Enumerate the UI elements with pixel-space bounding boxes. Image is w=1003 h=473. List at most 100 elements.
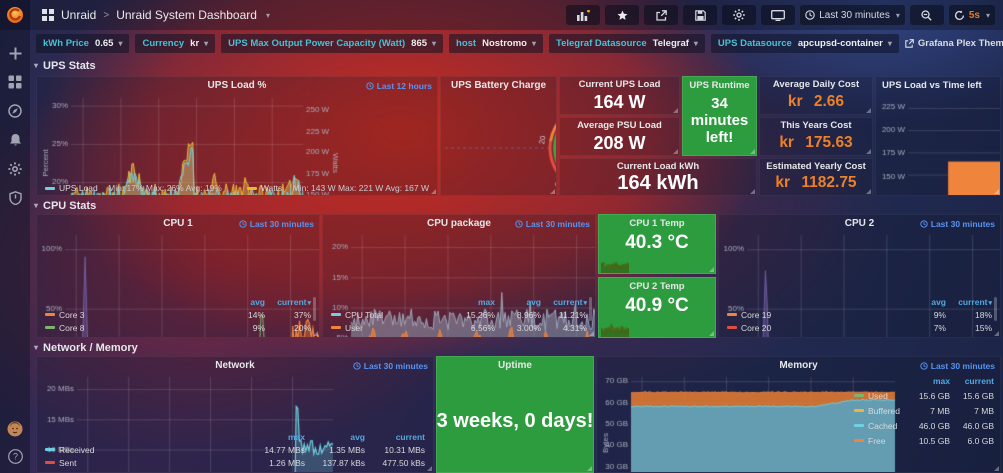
legend-col-current[interactable]: current: [395, 431, 425, 442]
sidebar-item-explore[interactable]: [6, 102, 24, 120]
memory-chart[interactable]: [599, 372, 899, 472]
legend-col-current[interactable]: current: [946, 297, 992, 307]
panel-title[interactable]: This Years Cost: [780, 120, 852, 131]
panel-title[interactable]: Memory: [779, 360, 818, 371]
panel-title[interactable]: CPU 2: [844, 218, 875, 229]
panel-title[interactable]: Average Daily Cost: [772, 79, 860, 90]
panel-title[interactable]: Uptime: [498, 360, 532, 371]
panel-title[interactable]: UPS Load vs Time left: [882, 80, 982, 91]
time-range-tag[interactable]: Last 30 minutes: [920, 361, 995, 371]
legend-col-max[interactable]: max: [287, 431, 305, 442]
add-panel-icon: [576, 9, 590, 21]
legend-col-current[interactable]: current: [541, 297, 587, 307]
legend-col-max[interactable]: max: [932, 375, 950, 386]
panel-cpu1: CPU 1 Last 30 minutes avg current Core 3…: [36, 214, 320, 338]
legend-col-max[interactable]: max: [477, 296, 495, 307]
legend-item[interactable]: Used: [854, 391, 906, 401]
legend-scrollbar[interactable]: [313, 297, 316, 321]
legend-item[interactable]: Cached: [854, 421, 906, 431]
user-profile-avatar[interactable]: [6, 420, 24, 438]
panel-title[interactable]: Network: [215, 360, 255, 371]
sidebar-item-server-admin[interactable]: [6, 189, 24, 207]
panel-title[interactable]: Current Load kWh: [616, 161, 700, 172]
panel-average-psu-load: Average PSU Load 208 W: [559, 117, 680, 156]
legend-item[interactable]: User: [331, 323, 449, 333]
variable-kwh-price[interactable]: kWh Price 0.65 ▾: [36, 33, 130, 53]
sidebar-item-create[interactable]: [6, 44, 24, 62]
panel-title[interactable]: CPU 1 Temp: [629, 218, 685, 229]
row-header-cpu-stats[interactable]: ▾ CPU Stats: [34, 199, 97, 212]
star-dashboard-button[interactable]: [605, 5, 640, 25]
panel-title[interactable]: UPS Runtime: [689, 80, 750, 91]
legend-item[interactable]: Core 8: [45, 323, 219, 333]
ups-load-chart[interactable]: [39, 91, 339, 195]
link-grafana-plex-theme[interactable]: Grafana Plex Theme: [905, 38, 1003, 49]
dashboard-title-caret-icon[interactable]: ▾: [265, 10, 270, 20]
row-header-network-memory[interactable]: ▾ Network / Memory: [34, 341, 138, 354]
variable-ups-datasource[interactable]: UPS Datasource apcupsd-container ▾: [710, 33, 899, 53]
panel-title[interactable]: Current UPS Load: [578, 79, 661, 90]
grafana-logo[interactable]: [0, 0, 30, 30]
stat-value: 34 minutes left!: [690, 95, 749, 146]
legend-col-current[interactable]: current: [964, 375, 994, 386]
add-panel-button[interactable]: [566, 5, 601, 25]
panel-title[interactable]: CPU package: [427, 218, 491, 229]
legend-item[interactable]: Free: [854, 436, 906, 446]
time-range-tag[interactable]: Last 12 hours: [366, 81, 432, 91]
sidebar-item-configuration[interactable]: [6, 160, 24, 178]
variable-ups-max-output[interactable]: UPS Max Output Power Capacity (Watt) 865…: [221, 33, 444, 53]
variable-currency[interactable]: Currency kr ▾: [135, 33, 216, 53]
breadcrumb-folder[interactable]: Unraid: [61, 8, 97, 22]
legend-item[interactable]: Core 3: [45, 310, 219, 320]
legend-col-avg[interactable]: avg: [350, 431, 365, 442]
chevron-down-icon: ▾: [34, 343, 39, 352]
time-range-tag[interactable]: Last 30 minutes: [515, 219, 590, 229]
panel-title[interactable]: Estimated Yearly Cost: [766, 161, 866, 172]
refresh-picker[interactable]: 5s ▾: [948, 5, 995, 25]
legend-item[interactable]: CPU Total: [331, 310, 449, 320]
legend-col-avg[interactable]: avg: [526, 296, 541, 307]
help-button[interactable]: ?: [6, 447, 24, 465]
legend-col-avg[interactable]: avg: [250, 296, 265, 307]
cpu-package-chart[interactable]: [325, 230, 595, 337]
tv-kiosk-mode-button[interactable]: [761, 5, 796, 25]
legend-col-avg[interactable]: avg: [931, 296, 946, 307]
legend-item[interactable]: Received: [45, 445, 245, 455]
time-range-tag[interactable]: Last 30 minutes: [239, 219, 314, 229]
time-range-picker[interactable]: Last 30 minutes ▾: [800, 5, 905, 25]
legend-item[interactable]: Watts Min: 143 W Max: 221 W Avg: 167 W: [246, 183, 429, 193]
dashboard-settings-button[interactable]: [722, 5, 757, 25]
variable-host[interactable]: host Nostromo ▾: [449, 33, 543, 53]
panel-title[interactable]: UPS Battery Charge: [450, 80, 547, 91]
panel-title[interactable]: Average PSU Load: [577, 120, 662, 131]
panel-title[interactable]: CPU 1: [163, 218, 193, 229]
dashboard-title[interactable]: Unraid System Dashboard: [116, 8, 257, 22]
cpu2-chart[interactable]: [721, 230, 1000, 337]
row-header-ups-stats[interactable]: ▾ UPS Stats: [34, 59, 96, 72]
legend-item[interactable]: Core 19: [727, 310, 900, 320]
variable-telegraf-datasource[interactable]: Telegraf Datasource Telegraf ▾: [549, 33, 705, 53]
legend-col-current[interactable]: current: [265, 297, 311, 307]
refresh-icon: [954, 9, 964, 20]
zoom-out-time-button[interactable]: [909, 5, 944, 25]
panel-title[interactable]: UPS Load %: [207, 80, 267, 91]
time-range-tag[interactable]: Last 30 minutes: [353, 361, 428, 371]
legend-item[interactable]: Buffered: [854, 406, 906, 416]
gear-icon: [8, 162, 22, 176]
sidebar-item-dashboards[interactable]: [6, 73, 24, 91]
cpu1-chart[interactable]: [39, 230, 319, 337]
legend-item[interactable]: Sent: [45, 458, 245, 468]
save-dashboard-button[interactable]: [683, 5, 718, 25]
legend-scrollbar[interactable]: [994, 297, 997, 321]
share-dashboard-button[interactable]: [644, 5, 679, 25]
legend-item[interactable]: Core 20: [727, 323, 900, 333]
battery-gauge[interactable]: [443, 91, 556, 195]
sidebar-item-alerting[interactable]: [6, 131, 24, 149]
time-range-tag[interactable]: Last 30 minutes: [920, 219, 995, 229]
legend-scrollbar[interactable]: [589, 297, 592, 321]
network-chart[interactable]: [39, 372, 339, 472]
legend-item[interactable]: UPS Load Min: 17% Max: 26% Avg: 19%: [45, 183, 222, 193]
ups-load-time-left-bars[interactable]: [878, 91, 1000, 195]
panel-title[interactable]: CPU 2 Temp: [629, 281, 685, 292]
panel-this-years-cost: This Years Cost kr 175.63: [759, 117, 873, 156]
